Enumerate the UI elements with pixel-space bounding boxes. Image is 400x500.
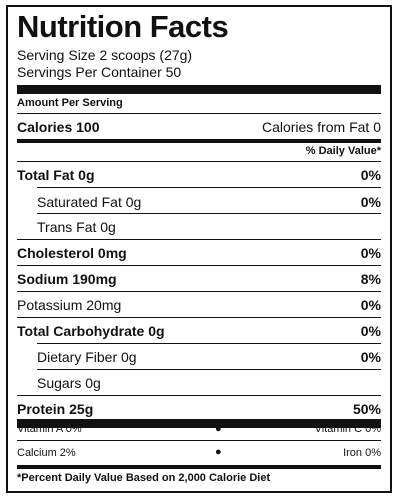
nutrient-label: Potassium 20mg	[17, 297, 122, 313]
divider	[37, 187, 381, 188]
nutrient-dv: 8%	[360, 271, 381, 287]
footnote: *Percent Daily Value Based on 2,000 Calo…	[17, 472, 271, 484]
divider	[17, 265, 381, 266]
nutrient-row-cholesterol: Cholesterol 0mg 0%	[17, 241, 381, 265]
vitamin-a: Vitamin A 0%	[17, 423, 82, 435]
divider	[37, 343, 381, 344]
nutrient-label: Sodium 190mg	[17, 271, 117, 287]
nutrient-row-total-fat: Total Fat 0g 0%	[17, 163, 381, 187]
iron: Iron 0%	[343, 447, 381, 459]
nutrient-row-total-carbohydrate: Total Carbohydrate 0g 0%	[17, 319, 381, 343]
divider	[17, 291, 381, 292]
nutrient-label: Sugars 0g	[37, 375, 101, 391]
divider	[17, 440, 381, 441]
nutrient-dv: 0%	[360, 349, 381, 365]
divider	[37, 369, 381, 370]
divider	[17, 239, 381, 240]
nutrient-dv: 0%	[360, 323, 381, 339]
vitamin-c: Vitamin C 0%	[314, 423, 381, 435]
bullet-dot: ●	[215, 446, 222, 458]
nutrient-dv: 0%	[360, 194, 381, 210]
thick-divider	[17, 419, 381, 428]
nutrient-label: Saturated Fat 0g	[37, 194, 142, 210]
nutrient-dv: 0%	[360, 297, 381, 313]
nutrient-dv: 0%	[360, 245, 381, 261]
medium-divider	[17, 139, 381, 143]
nutrient-label: Total Fat 0g	[17, 167, 95, 183]
calories-row: Calories 100 Calories from Fat 0	[17, 115, 381, 139]
nutrient-row-protein: Protein 25g 50%	[17, 397, 381, 421]
nutrient-label: Protein 25g	[17, 401, 94, 417]
calcium: Calcium 2%	[17, 447, 76, 459]
nutrient-row-sodium: Sodium 190mg 8%	[17, 267, 381, 291]
bullet-dot: ●	[215, 423, 222, 435]
nutrient-row-trans-fat: Trans Fat 0g	[37, 215, 381, 239]
divider	[17, 317, 381, 318]
daily-value-header: % Daily Value*	[305, 145, 381, 157]
divider	[17, 395, 381, 396]
nutrient-row-potassium: Potassium 20mg 0%	[17, 293, 381, 317]
nutrient-row-sugars: Sugars 0g	[37, 371, 381, 395]
servings-per-container: Servings Per Container 50	[17, 64, 182, 80]
thick-divider	[17, 85, 381, 94]
nutrient-dv: 0%	[360, 167, 381, 183]
amount-per-serving: Amount Per Serving	[17, 97, 123, 109]
serving-size: Serving Size 2 scoops (27g)	[17, 47, 193, 63]
nutrition-facts-label: Nutrition Facts Serving Size 2 scoops (2…	[6, 5, 392, 493]
calories-label: Calories 100	[17, 119, 100, 135]
divider	[17, 161, 381, 162]
nutrient-label: Trans Fat 0g	[37, 219, 116, 235]
nutrient-label: Total Carbohydrate 0g	[17, 323, 165, 339]
nutrient-row-dietary-fiber: Dietary Fiber 0g 0%	[37, 345, 381, 369]
nutrient-dv: 50%	[352, 401, 381, 417]
medium-divider	[17, 465, 381, 469]
calories-from-fat: Calories from Fat 0	[261, 119, 381, 135]
divider	[37, 213, 381, 214]
label-title: Nutrition Facts	[17, 9, 229, 44]
nutrient-label: Dietary Fiber 0g	[37, 349, 137, 365]
divider	[17, 113, 381, 114]
nutrient-label: Cholesterol 0mg	[17, 245, 127, 261]
nutrient-row-saturated-fat: Saturated Fat 0g 0%	[37, 190, 381, 214]
